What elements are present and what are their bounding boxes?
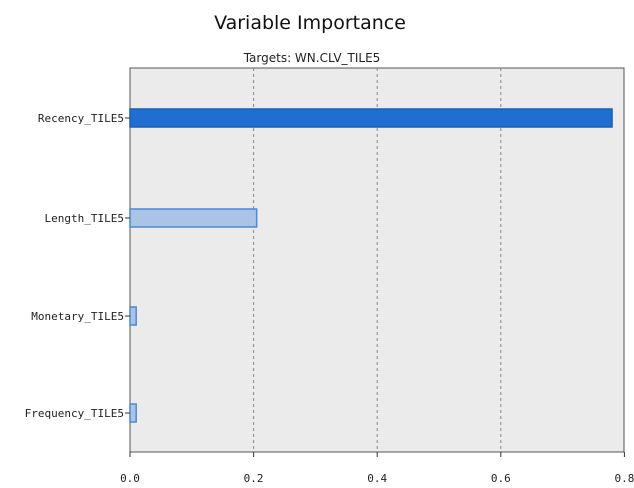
- category-label: Length_TILE5: [45, 212, 124, 225]
- gridlines: [253, 68, 502, 452]
- category-label: Monetary_TILE5: [31, 310, 124, 323]
- value-axis: 0.0 0.2 0.4 0.6 0.8: [120, 452, 634, 485]
- category-label: Recency_TILE5: [38, 112, 124, 125]
- category-axis: Recency_TILE5 Length_TILE5 Monetary_TILE5 F…: [25, 112, 130, 420]
- bar: [129, 306, 137, 326]
- x-tick-label: 0.8: [614, 472, 634, 485]
- x-tick-label: 0.4: [367, 472, 387, 485]
- chart-title: Variable Importance: [214, 12, 406, 34]
- category-label: Frequency_TILE5: [25, 407, 124, 420]
- bar: [129, 108, 613, 128]
- x-tick-label: 0.6: [491, 472, 511, 485]
- bar: [129, 208, 258, 228]
- chart-subtitle: Targets: WN.CLV_TILE5: [243, 51, 381, 65]
- x-tick-label: 0.2: [244, 472, 264, 485]
- x-tick-label: 0.0: [120, 472, 140, 485]
- bar: [129, 403, 137, 423]
